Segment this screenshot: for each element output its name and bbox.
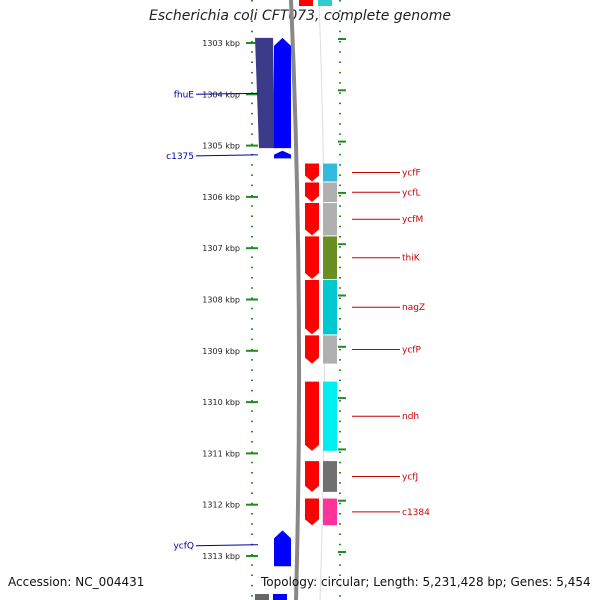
gene-stub-bottom-blue [273, 594, 287, 600]
gene-label-line-ycfQ [195, 544, 259, 547]
ruler-tick-label: 1311 kbp [202, 449, 240, 458]
gene-cog-box-ndh [323, 381, 337, 451]
gene-arrow-c1384 [305, 498, 319, 526]
gene-cog-box-ycfL [323, 182, 337, 203]
gene-feature-unnamed [274, 37, 291, 149]
gene-label-ycfM: ycfM [402, 215, 423, 225]
gene-stub-top-red [299, 0, 313, 6]
map-title: Escherichia coli CFT073, complete genome [149, 8, 451, 24]
gene-label-fhuE: fhuE [174, 90, 195, 100]
gene-arrow-ycfF [305, 163, 319, 182]
gene-label-nagZ: nagZ [402, 303, 425, 313]
ruler-tick-label: 1309 kbp [202, 347, 240, 356]
gene-cog-box-ycfJ [323, 461, 337, 492]
gene-label-ycfF: ycfF [402, 169, 421, 179]
ruler-right-ticks [338, 0, 346, 600]
gene-label-ycfJ: ycfJ [402, 472, 418, 482]
gene-feature-ycfQ [274, 530, 291, 567]
ruler-tick-label: 1308 kbp [202, 296, 240, 305]
ruler-tick-label: 1306 kbp [202, 193, 240, 202]
gene-label-line-c1375 [195, 154, 259, 157]
gene-label-line-fhuE [195, 92, 259, 95]
gene-features [255, 0, 337, 600]
ruler-tick-label: 1305 kbp [202, 142, 240, 151]
gene-labels: fhuE c1375 ycfQ ycfF ycfL ycfM thiK nagZ ycfP ndh… [166, 90, 430, 551]
gene-arrow-ycfM [305, 203, 319, 236]
gene-arrow-ndh [305, 381, 319, 451]
gene-feature-fhuE [255, 37, 275, 149]
gene-cog-box-c1384 [323, 498, 337, 526]
ruler-tick-label: 1312 kbp [202, 501, 240, 510]
gene-label-ycfL: ycfL [402, 188, 420, 198]
ruler-tick-label: 1304 kbp [202, 90, 240, 99]
ruler-tick-label: 1307 kbp [202, 244, 240, 253]
gene-label-c1375: c1375 [166, 152, 194, 162]
gene-cog-box-ycfM [323, 203, 337, 236]
gene-cog-box-ycfF [323, 163, 337, 182]
gene-label-thiK: thiK [402, 254, 421, 264]
gene-arrow-ycfL [305, 182, 319, 203]
gene-label-ndh: ndh [402, 412, 419, 422]
gene-arrow-thiK [305, 236, 319, 279]
gene-cog-box-thiK [323, 236, 337, 279]
ruler-tick-label: 1313 kbp [202, 552, 240, 561]
gene-feature-c1375 [274, 150, 291, 159]
gene-arrow-ycfJ [305, 461, 319, 492]
ruler-tick-label: 1303 kbp [202, 39, 240, 48]
gene-cog-box-nagZ [323, 280, 337, 335]
ruler-tick-label: 1310 kbp [202, 398, 240, 407]
ruler-left-ticks: 1303 kbp 1304 kbp 1305 kbp 1306 kbp 1307 kbp… [202, 0, 258, 600]
gene-arrow-ycfP [305, 335, 319, 364]
topology-text: Topology: circular; Length: 5,231,428 bp… [261, 575, 591, 589]
backbone-arc [289, 0, 302, 600]
gene-arrow-nagZ [305, 280, 319, 335]
gene-stub-bottom-gray [255, 594, 269, 600]
gene-stub-top-cyan [318, 0, 332, 6]
gene-label-ycfP: ycfP [402, 346, 421, 356]
accession-text: Accession: NC_004431 [8, 575, 145, 589]
gene-cog-box-ycfP [323, 335, 337, 364]
gene-label-c1384: c1384 [402, 508, 430, 518]
gene-label-ycfQ: ycfQ [173, 542, 194, 552]
